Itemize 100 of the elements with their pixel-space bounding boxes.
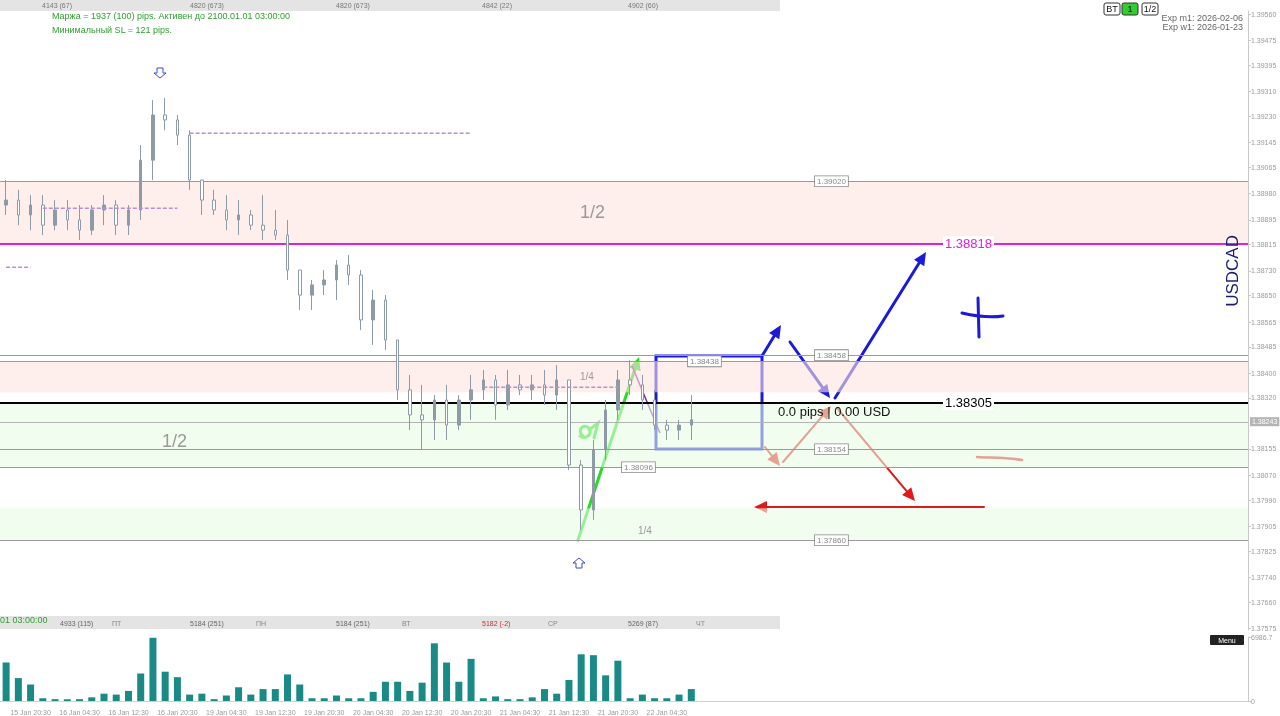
candlestick <box>530 374 534 401</box>
annotation: Exp w1: 2026-01-23 <box>1162 22 1243 32</box>
candlestick <box>139 144 142 221</box>
bar <box>320 698 328 701</box>
candlestick <box>17 189 20 226</box>
annotation: Маржа = 1937 (100) pips. Активен до 2100.01.01 03:00:00 <box>52 11 291 21</box>
candlestick <box>335 259 338 301</box>
candlestick <box>506 369 510 411</box>
candlestick <box>29 194 32 231</box>
ref-line-label: 1.38154 <box>817 444 847 454</box>
candlestick <box>261 194 265 241</box>
ref-line-label: 1.37860 <box>817 535 847 545</box>
bar <box>394 681 402 701</box>
candlestick <box>53 199 57 231</box>
bar <box>492 696 500 701</box>
bar <box>88 697 96 701</box>
band-label: 1/2 <box>580 202 606 223</box>
bar <box>430 643 438 701</box>
candlestick <box>90 204 94 236</box>
candlestick <box>665 419 669 441</box>
bar <box>577 654 585 701</box>
bar <box>296 684 304 701</box>
candlestick <box>176 114 179 146</box>
bar <box>345 698 353 701</box>
bar <box>638 694 646 701</box>
bar <box>198 693 206 701</box>
candlestick <box>359 269 363 331</box>
candlestick <box>310 279 314 311</box>
candlestick <box>396 339 399 401</box>
bar <box>259 689 267 701</box>
bar <box>663 698 671 701</box>
candlestick <box>347 254 350 286</box>
bar <box>687 689 695 701</box>
candlestick <box>41 194 45 236</box>
candlestick <box>653 389 656 431</box>
candlestick <box>237 199 240 236</box>
candlestick <box>592 439 595 521</box>
bar <box>589 655 597 701</box>
candlestick <box>408 374 412 431</box>
bar <box>332 695 340 701</box>
candlestick <box>286 219 289 281</box>
bar <box>602 675 610 701</box>
bar <box>235 687 243 701</box>
candlestick <box>641 374 644 411</box>
bar <box>14 678 22 701</box>
ref-line-label: 1.39020 <box>817 176 847 186</box>
candlestick <box>469 374 473 421</box>
bar <box>247 694 255 701</box>
candlestick <box>66 199 69 231</box>
annotation: Exp m1: 2026-02-06 <box>1161 13 1243 23</box>
candlestick <box>384 294 387 351</box>
bar <box>553 693 561 701</box>
bar <box>406 690 414 701</box>
annotation: 0.0 pips | 0.00 USD <box>778 403 891 419</box>
candlestick <box>212 189 216 216</box>
candlestick <box>567 379 571 471</box>
bar <box>467 658 475 701</box>
ref-line-label: 1.38818 <box>945 236 992 252</box>
bar <box>626 698 634 701</box>
ref-line-label: 1.38458 <box>817 350 847 360</box>
candlestick <box>604 399 607 461</box>
annotation: 1 <box>1127 4 1133 14</box>
annotation: BT <box>1106 4 1119 14</box>
bar <box>675 694 683 701</box>
candlestick <box>371 289 375 346</box>
candlestick <box>543 369 546 406</box>
candlestick <box>690 394 693 441</box>
candlestick <box>188 129 191 191</box>
bar <box>369 691 377 701</box>
y-axis-title: USDCAD <box>1222 235 1242 307</box>
ref-line-label: 1.38305 <box>945 395 992 411</box>
candlestick <box>322 269 326 296</box>
annotation: Минимальный SL = 121 pips. <box>52 25 173 35</box>
bar <box>528 697 536 701</box>
bar <box>614 660 622 701</box>
bar <box>381 681 389 701</box>
bar <box>308 698 316 701</box>
candlestick <box>114 199 118 236</box>
band-label: 1/2 <box>162 431 188 452</box>
bar <box>2 662 10 701</box>
candlestick <box>298 269 302 311</box>
candlestick <box>433 394 436 441</box>
bar <box>271 689 279 701</box>
candlestick <box>225 194 228 231</box>
candlestick <box>127 204 130 236</box>
candlestick <box>555 364 558 411</box>
annotation: 01 03:00:00 <box>0 615 48 625</box>
bar <box>161 671 169 701</box>
candlestick <box>445 384 448 441</box>
band-label: 1/4 <box>638 524 653 536</box>
bar <box>137 673 145 701</box>
bar <box>651 698 659 701</box>
candlestick <box>616 369 620 421</box>
ref-line-label: 1.38096 <box>624 462 654 472</box>
bar <box>100 693 108 701</box>
candlestick <box>151 99 155 181</box>
bar <box>479 698 487 701</box>
bar <box>222 695 230 701</box>
bar <box>149 637 157 701</box>
ref-line-label: 1.38438 <box>690 356 720 366</box>
